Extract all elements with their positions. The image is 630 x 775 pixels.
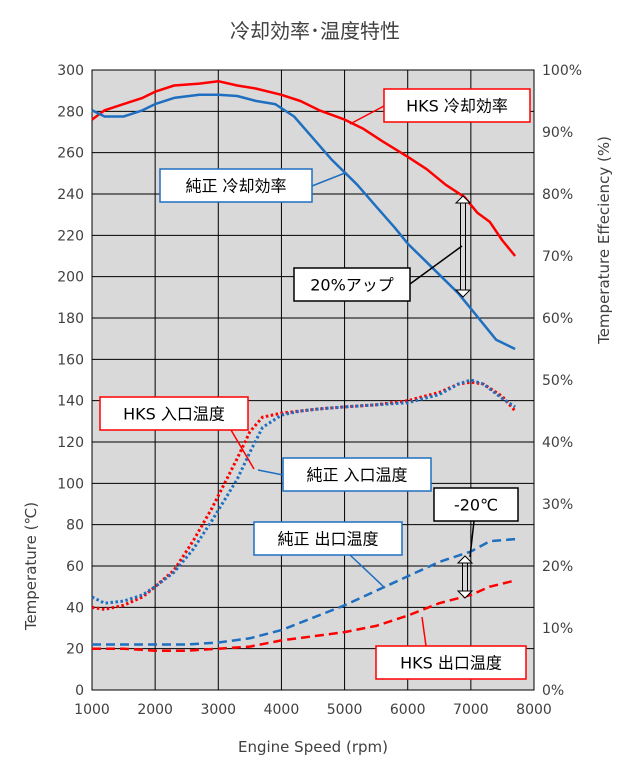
series-line-5: [92, 579, 516, 652]
y-axis-label: Temperature (℃): [22, 502, 40, 631]
y-tick-label: 140: [57, 394, 84, 410]
annotation-label: 20%アップ: [310, 276, 394, 295]
annotation-label: -20℃: [454, 496, 498, 515]
y2-tick-label: 20%: [542, 559, 573, 575]
y-tick-label: 20: [66, 642, 84, 658]
y-tick-label: 120: [57, 435, 84, 451]
annotation-box: [159, 168, 313, 203]
series-line-4: [92, 537, 516, 646]
annotation-box: [99, 396, 249, 431]
y-tick-label: 40: [66, 600, 84, 616]
y2-axis-label: Temperature Effeciency (%): [595, 136, 613, 345]
annotation-label: 純正 出口温度: [277, 530, 378, 549]
x-tick-label: 8000: [516, 702, 552, 718]
annotation-label: HKS 出口温度: [400, 654, 502, 673]
x-tick-label: 7000: [453, 702, 489, 718]
y2-tick-label: 50%: [542, 373, 573, 389]
annotation-label: HKS 冷却効率: [406, 97, 508, 116]
x-tick-label: 3000: [200, 702, 236, 718]
y-tick-label: 180: [57, 311, 84, 327]
series-line-1: [91, 93, 516, 351]
annotation-label: HKS 入口温度: [123, 405, 225, 424]
y-tick-label: 0: [75, 683, 84, 699]
y-tick-label: 160: [57, 352, 84, 368]
annotation-leader: [409, 245, 463, 285]
y2-tick-label: 10%: [542, 621, 573, 637]
y-tick-label: 300: [57, 63, 84, 79]
annotation-label: 純正 入口温度: [306, 466, 407, 485]
x-tick-label: 6000: [390, 702, 426, 718]
plot-area: 1000 2000 3000 4000 5000 6000 7000 8000 0 20 40 60 8…: [57, 63, 582, 718]
y-tick-label: 200: [57, 270, 84, 286]
annotation-leader: [349, 554, 386, 589]
y-tick-label: 240: [57, 187, 84, 203]
outlet-arrow-head-top: [456, 555, 474, 564]
annotation-leader: [349, 105, 385, 125]
annotation-leader: [469, 520, 475, 558]
annotation-box: [282, 457, 432, 492]
x-tick-label: 2000: [137, 702, 173, 718]
y-tick-label: 60: [66, 559, 84, 575]
x-tick-label: 5000: [327, 702, 363, 718]
efficiency-arrow-head-bottom: [454, 289, 472, 298]
y-tick-label: 100: [57, 476, 84, 492]
annotation-leader: [311, 172, 346, 187]
y2-tick-label: 70%: [542, 249, 573, 265]
y-tick-label: 260: [57, 146, 84, 162]
annotation-leader: [257, 469, 284, 476]
annotation-label: 純正 冷却効率: [185, 177, 286, 196]
y-tick-label: 280: [57, 104, 84, 120]
y-tick-label: 80: [66, 518, 84, 534]
annotation-leader: [230, 429, 255, 470]
y2-tick-label: 100%: [542, 63, 582, 79]
annotation-leader: [421, 616, 427, 647]
plot-frame: [91, 69, 535, 691]
x-tick-label: 4000: [264, 702, 300, 718]
annotation-box: [433, 487, 519, 522]
y2-tick-label: 80%: [542, 187, 573, 203]
annotation-box: [383, 88, 531, 123]
x-tick-label: 1000: [74, 702, 110, 718]
x-axis-label: Engine Speed (rpm): [238, 738, 388, 756]
y2-tick-label: 0%: [542, 683, 564, 699]
y2-tick-label: 30%: [542, 497, 573, 513]
y2-tick-label: 90%: [542, 125, 573, 141]
series-line-3: [91, 378, 516, 605]
annotation-box: [375, 645, 527, 680]
outlet-arrow-head-bottom: [456, 590, 474, 599]
y2-tick-label: 40%: [542, 435, 573, 451]
chart-title: 冷却効率･温度特性: [230, 19, 400, 43]
efficiency-arrow-head-top: [454, 195, 472, 204]
annotation-box: [293, 267, 411, 302]
y-tick-label: 220: [57, 228, 84, 244]
y2-tick-label: 60%: [542, 311, 573, 327]
annotation-box: [253, 521, 403, 556]
